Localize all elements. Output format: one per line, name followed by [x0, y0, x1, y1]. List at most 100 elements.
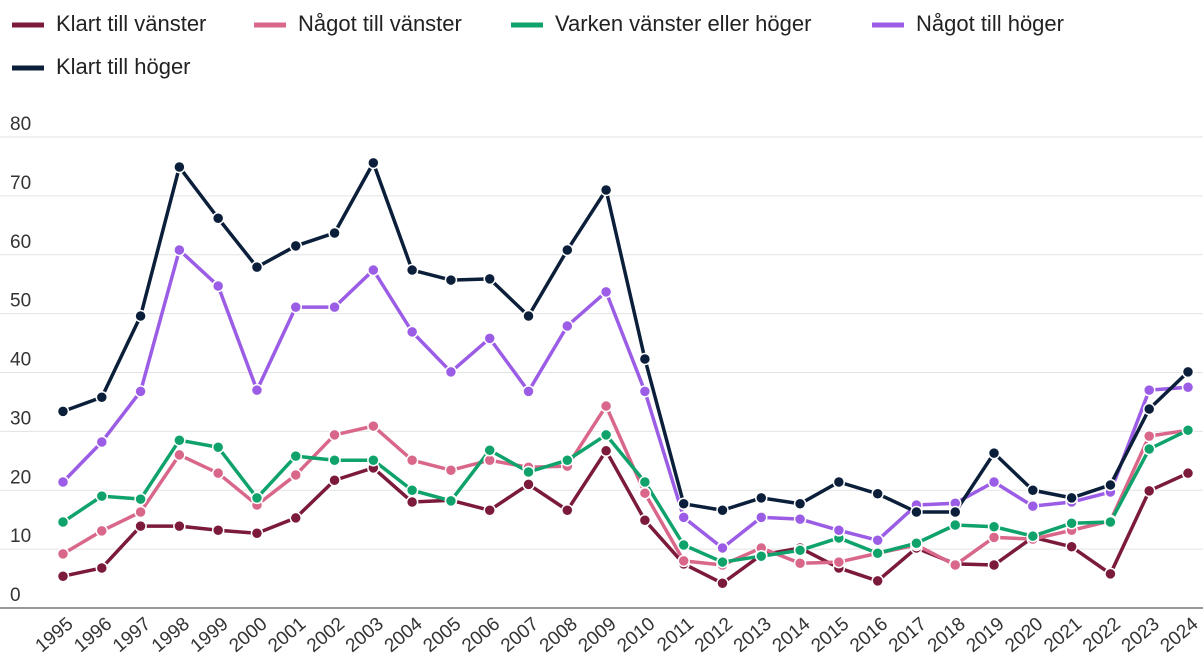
- data-point: [987, 531, 1001, 544]
- data-point: [1142, 429, 1156, 443]
- data-point: [173, 433, 186, 447]
- data-point: [250, 260, 264, 274]
- data-point: [211, 466, 225, 480]
- data-point: [677, 497, 690, 511]
- data-point: [289, 511, 303, 525]
- data-point: [987, 446, 1001, 460]
- data-point: [289, 239, 303, 253]
- data-point: [444, 494, 458, 508]
- data-point: [638, 385, 652, 398]
- data-point: [1142, 484, 1156, 498]
- data-point: [910, 536, 923, 550]
- x-tick-label: 2021: [1040, 614, 1086, 657]
- data-point: [173, 448, 186, 462]
- data-point: [56, 405, 70, 418]
- x-tick-label: 1997: [109, 614, 155, 657]
- x-tick-label: 2008: [536, 614, 582, 657]
- x-tick-label: 2018: [924, 614, 970, 657]
- series-line: [62, 428, 1189, 564]
- series-line: [61, 248, 1189, 550]
- data-point: [987, 558, 1001, 572]
- data-point: [638, 514, 652, 527]
- data-point: [561, 453, 574, 467]
- data-point: [250, 526, 264, 540]
- data-point: [405, 495, 419, 509]
- data-point: [677, 538, 690, 552]
- data-point: [134, 505, 147, 519]
- data-point: [948, 518, 962, 532]
- data-point: [289, 468, 303, 482]
- data-point: [716, 504, 729, 517]
- data-point: [56, 547, 70, 561]
- x-tick-label: 2005: [419, 614, 465, 657]
- data-point: [871, 487, 884, 501]
- data-point: [328, 473, 341, 487]
- x-tick-label: 2016: [846, 614, 892, 657]
- data-point: [1142, 402, 1156, 416]
- data-point: [1181, 466, 1195, 480]
- data-point: [638, 352, 652, 366]
- data-point: [56, 569, 70, 583]
- data-point: [599, 444, 613, 458]
- data-point: [405, 484, 419, 497]
- y-tick-label: 10: [10, 526, 31, 547]
- data-point: [522, 465, 535, 479]
- data-point: [793, 497, 807, 511]
- data-point: [134, 385, 147, 398]
- data-point: [1181, 380, 1195, 394]
- x-tick-label: 2010: [613, 614, 659, 657]
- data-point: [1181, 365, 1195, 379]
- series-line: [62, 449, 1189, 586]
- legend-label: Klart till vänster: [56, 11, 206, 36]
- data-point: [95, 561, 109, 575]
- y-tick-label: 60: [10, 232, 31, 253]
- data-point: [871, 574, 884, 588]
- data-point: [1026, 484, 1040, 497]
- x-tick-label: 2009: [575, 614, 621, 657]
- data-point: [832, 524, 846, 537]
- series-line: [62, 161, 1190, 514]
- data-point: [716, 541, 729, 555]
- data-point: [405, 263, 419, 277]
- data-point: [599, 428, 613, 442]
- data-point: [987, 475, 1001, 489]
- data-point: [1065, 540, 1078, 554]
- data-point: [522, 385, 535, 398]
- data-point: [173, 519, 186, 533]
- x-tick-label: 2002: [303, 614, 349, 657]
- data-point: [522, 478, 535, 491]
- data-point: [561, 319, 574, 333]
- y-tick-label: 20: [10, 467, 31, 488]
- data-point: [211, 279, 225, 293]
- x-tick-label: 2003: [342, 614, 388, 657]
- data-point: [134, 309, 147, 323]
- x-tick-label: 2000: [226, 614, 272, 657]
- data-point: [483, 504, 496, 517]
- data-point: [328, 300, 341, 314]
- data-point: [367, 419, 380, 433]
- data-point: [755, 511, 768, 524]
- x-tick-label: 2019: [963, 614, 1009, 657]
- data-point: [444, 463, 458, 477]
- data-point: [250, 383, 264, 397]
- x-tick-label: 2024: [1157, 613, 1203, 657]
- data-point: [95, 390, 109, 404]
- legend-label: Varken vänster eller höger: [555, 11, 811, 36]
- data-point: [599, 285, 613, 299]
- data-point: [561, 504, 574, 517]
- data-point: [367, 156, 380, 170]
- x-tick-label: 2006: [458, 614, 504, 657]
- x-tick-label: 2015: [807, 614, 853, 657]
- data-point: [793, 512, 807, 526]
- data-point: [1026, 529, 1040, 543]
- data-point: [716, 555, 729, 569]
- data-point: [367, 263, 380, 277]
- x-tick-label: 1995: [32, 614, 78, 657]
- y-tick-label: 50: [10, 291, 31, 312]
- y-tick-label: 30: [10, 408, 31, 429]
- data-point: [483, 272, 496, 286]
- data-point: [444, 365, 458, 379]
- y-tick-label: 70: [10, 173, 31, 194]
- data-point: [677, 511, 690, 524]
- data-point: [832, 555, 846, 569]
